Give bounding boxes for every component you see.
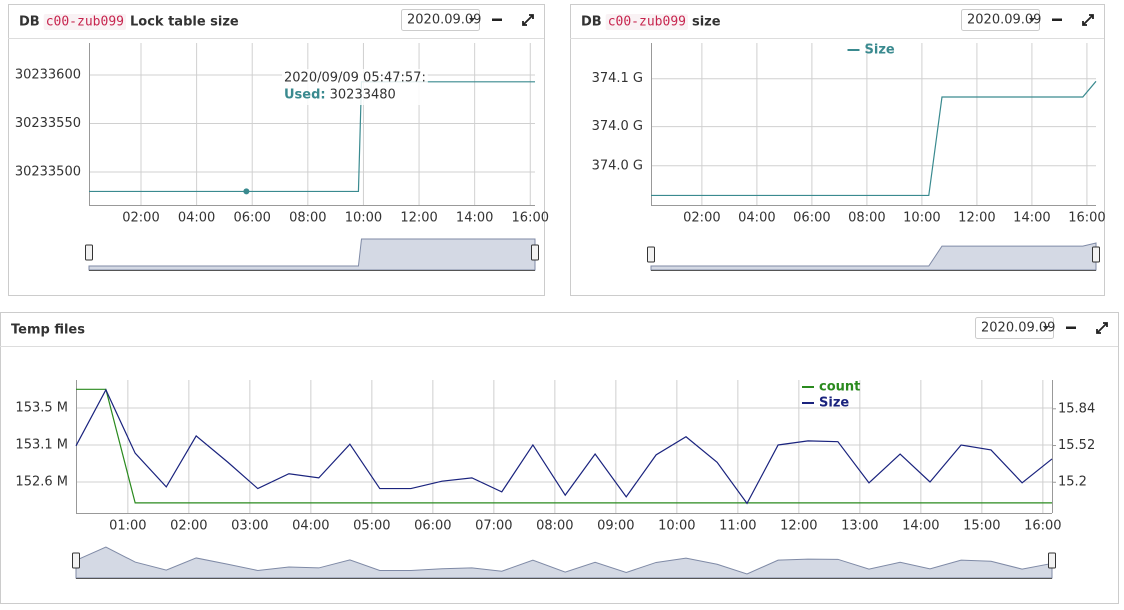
date-caret xyxy=(1029,18,1035,22)
navigator-area xyxy=(75,546,1053,579)
x-tick-label: 12:00 xyxy=(400,211,437,226)
x-tick-label: 06:00 xyxy=(793,211,830,226)
tooltip-value: 30233480 xyxy=(330,88,396,103)
x-tick-label: 06:00 xyxy=(233,211,270,226)
y2-tick-label: 15.52 xyxy=(1058,438,1095,453)
date-selector[interactable] xyxy=(961,9,1040,31)
x-tick-label: 15:00 xyxy=(963,519,1000,534)
x-tick-label: 13:00 xyxy=(841,519,878,534)
x-tick-label: 04:00 xyxy=(738,211,775,226)
x-tick-label: 08:00 xyxy=(536,519,573,534)
x-tick-label: 16:00 xyxy=(1068,211,1105,226)
hover-marker xyxy=(243,188,250,195)
x-tick-label: 14:00 xyxy=(456,211,493,226)
x-tick-label: 02:00 xyxy=(170,519,207,534)
y-tick-label: 152.6 M xyxy=(15,474,68,489)
panel-title: size xyxy=(692,15,721,30)
x-tick-label: 06:00 xyxy=(414,519,451,534)
code-background xyxy=(605,14,688,30)
x-tick-label: 08:00 xyxy=(289,211,326,226)
series-line xyxy=(76,388,1052,504)
x-tick-label: 05:00 xyxy=(353,519,390,534)
navigator-handle[interactable] xyxy=(1092,246,1100,263)
y2-tick-label: 15.84 xyxy=(1058,401,1095,416)
title-prefix: DB xyxy=(19,15,40,30)
date-caret xyxy=(1043,326,1049,330)
expand-button[interactable] xyxy=(1096,322,1108,334)
tooltip-background xyxy=(282,69,428,105)
date-selector-text: 2020.09.09 xyxy=(967,13,1041,28)
title-code: c00-zub099 xyxy=(46,15,124,30)
y-tick-label: 30233500 xyxy=(15,165,81,180)
y-tick-label: 30233550 xyxy=(15,116,81,131)
tooltip-label: Used: xyxy=(284,88,326,103)
navigator-handle[interactable] xyxy=(1048,552,1056,569)
x-tick-label: 14:00 xyxy=(1013,211,1050,226)
series-line xyxy=(75,388,1053,505)
x-tick-label: 10:00 xyxy=(345,211,382,226)
date-selector-text: 2020.09.09 xyxy=(407,13,481,28)
x-tick-label: 14:00 xyxy=(902,519,939,534)
date-caret xyxy=(469,18,475,22)
x-tick-label: 10:00 xyxy=(658,519,695,534)
y-tick-label: 30233600 xyxy=(15,68,81,83)
navigator-handle[interactable] xyxy=(531,244,539,261)
x-tick-label: 07:00 xyxy=(475,519,512,534)
code-background xyxy=(43,14,126,30)
x-tick-label: 04:00 xyxy=(178,211,215,226)
date-selector[interactable] xyxy=(975,317,1054,339)
x-tick-label: 01:00 xyxy=(109,519,146,534)
expand-button[interactable] xyxy=(1082,14,1094,26)
tooltip-time: 2020/09/09 05:47:57: xyxy=(284,71,426,86)
legend-label: Size xyxy=(819,396,849,411)
panel-title: Lock table size xyxy=(130,15,239,30)
title-code: c00-zub099 xyxy=(608,15,686,30)
series-line xyxy=(651,80,1097,197)
y-tick-label: 374.0 G xyxy=(592,119,643,134)
navigator-handle[interactable] xyxy=(647,246,655,263)
x-tick-label: 10:00 xyxy=(903,211,940,226)
legend-label: count xyxy=(819,380,860,395)
legend-label: Size xyxy=(865,43,895,58)
y-tick-label: 153.1 M xyxy=(15,437,68,452)
panel xyxy=(0,312,1119,604)
x-tick-label: 16:00 xyxy=(1024,519,1061,534)
panel-title: Temp files xyxy=(11,323,85,338)
title-prefix: DB xyxy=(581,15,602,30)
date-selector[interactable] xyxy=(401,9,480,31)
date-selector-text: 2020.09.09 xyxy=(981,321,1055,336)
y2-tick-label: 15.2 xyxy=(1058,475,1087,490)
x-tick-label: 08:00 xyxy=(848,211,885,226)
minimize-button[interactable] xyxy=(492,18,502,22)
minimize-button[interactable] xyxy=(1052,18,1062,22)
x-tick-label: 11:00 xyxy=(719,519,756,534)
x-tick-label: 03:00 xyxy=(231,519,268,534)
x-tick-label: 16:00 xyxy=(512,211,549,226)
navigator-handle[interactable] xyxy=(72,552,80,569)
expand-button[interactable] xyxy=(522,14,534,26)
navigator-handle[interactable] xyxy=(85,244,93,261)
x-tick-label: 12:00 xyxy=(958,211,995,226)
x-tick-label: 12:00 xyxy=(780,519,817,534)
x-tick-label: 09:00 xyxy=(597,519,634,534)
series-line xyxy=(89,81,535,193)
minimize-button[interactable] xyxy=(1066,326,1076,330)
y-tick-label: 153.5 M xyxy=(15,400,68,415)
x-tick-label: 04:00 xyxy=(292,519,329,534)
y-tick-label: 374.0 G xyxy=(592,158,643,173)
x-tick-label: 02:00 xyxy=(122,211,159,226)
y-tick-label: 374.1 G xyxy=(592,71,643,86)
x-tick-label: 02:00 xyxy=(683,211,720,226)
